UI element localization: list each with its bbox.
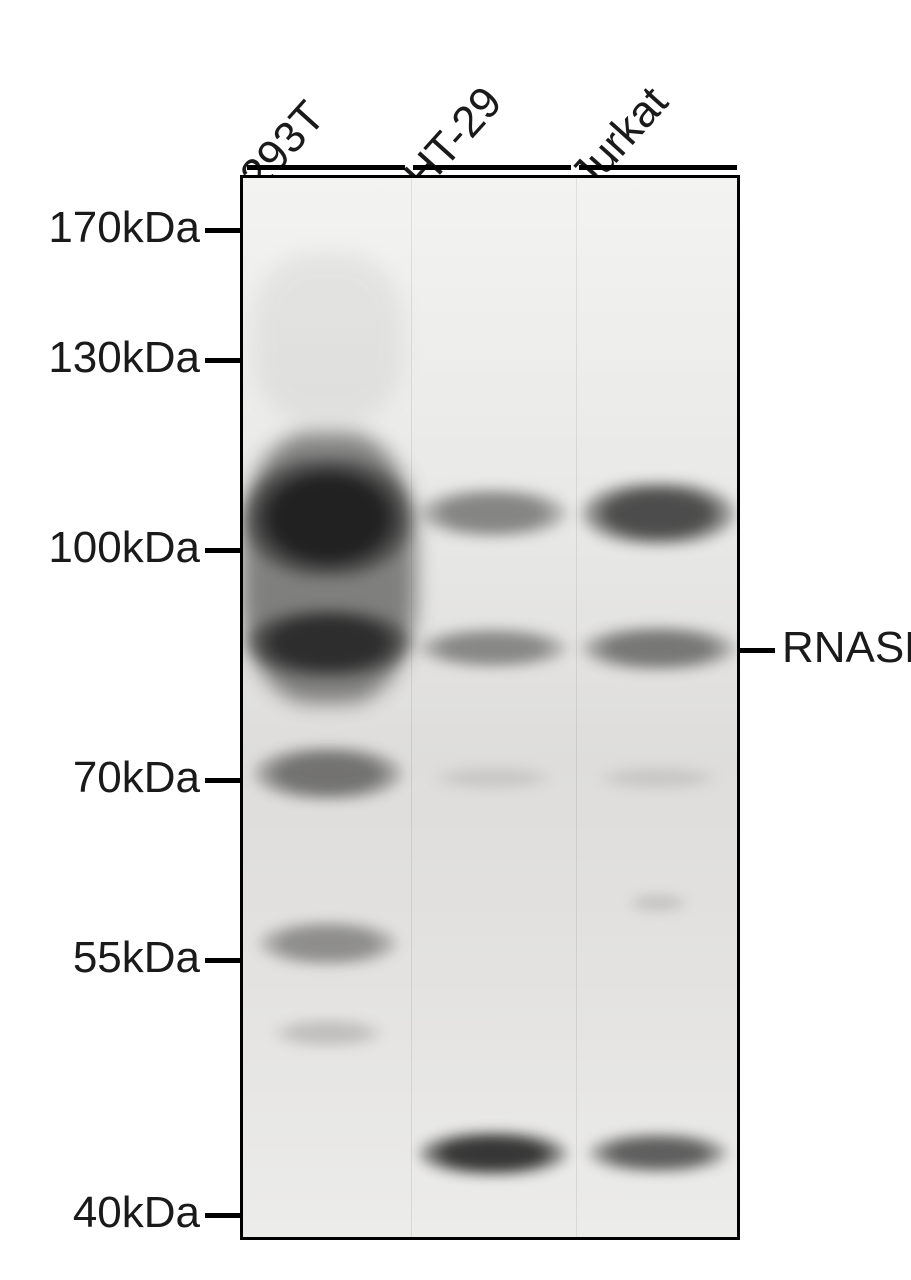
marker-tick (205, 958, 240, 963)
marker-label: 70kDa (73, 753, 200, 803)
band (433, 767, 553, 789)
band (588, 1133, 728, 1173)
lane-underline (413, 165, 571, 170)
marker-label: 170kDa (48, 203, 200, 253)
marker-tick (205, 548, 240, 553)
target-tick (740, 648, 775, 653)
band (258, 921, 398, 966)
marker-tick (205, 1213, 240, 1218)
band (243, 458, 413, 578)
lane-underline (579, 165, 737, 170)
marker-tick (205, 228, 240, 233)
band (628, 894, 688, 912)
marker-label: 40kDa (73, 1188, 200, 1238)
lane-divider (411, 178, 412, 1237)
band-smear (253, 253, 403, 423)
marker-label: 100kDa (48, 523, 200, 573)
marker-tick (205, 358, 240, 363)
blot-figure: 293T HT-29 Jurkat 170kDa130kDa100kDa70kD… (0, 0, 911, 1280)
marker-tick (205, 778, 240, 783)
band (246, 608, 411, 678)
band (418, 488, 568, 538)
band (581, 626, 736, 671)
blot-membrane (240, 175, 740, 1240)
band (273, 1019, 383, 1047)
band (253, 746, 403, 801)
lane-underline (247, 165, 405, 170)
band (598, 767, 718, 789)
band (581, 481, 736, 546)
band (418, 1131, 568, 1176)
marker-label: 130kDa (48, 333, 200, 383)
target-label-rnasel: RNASEL (782, 623, 911, 673)
band (418, 628, 568, 668)
marker-label: 55kDa (73, 933, 200, 983)
lane-divider (576, 178, 577, 1237)
